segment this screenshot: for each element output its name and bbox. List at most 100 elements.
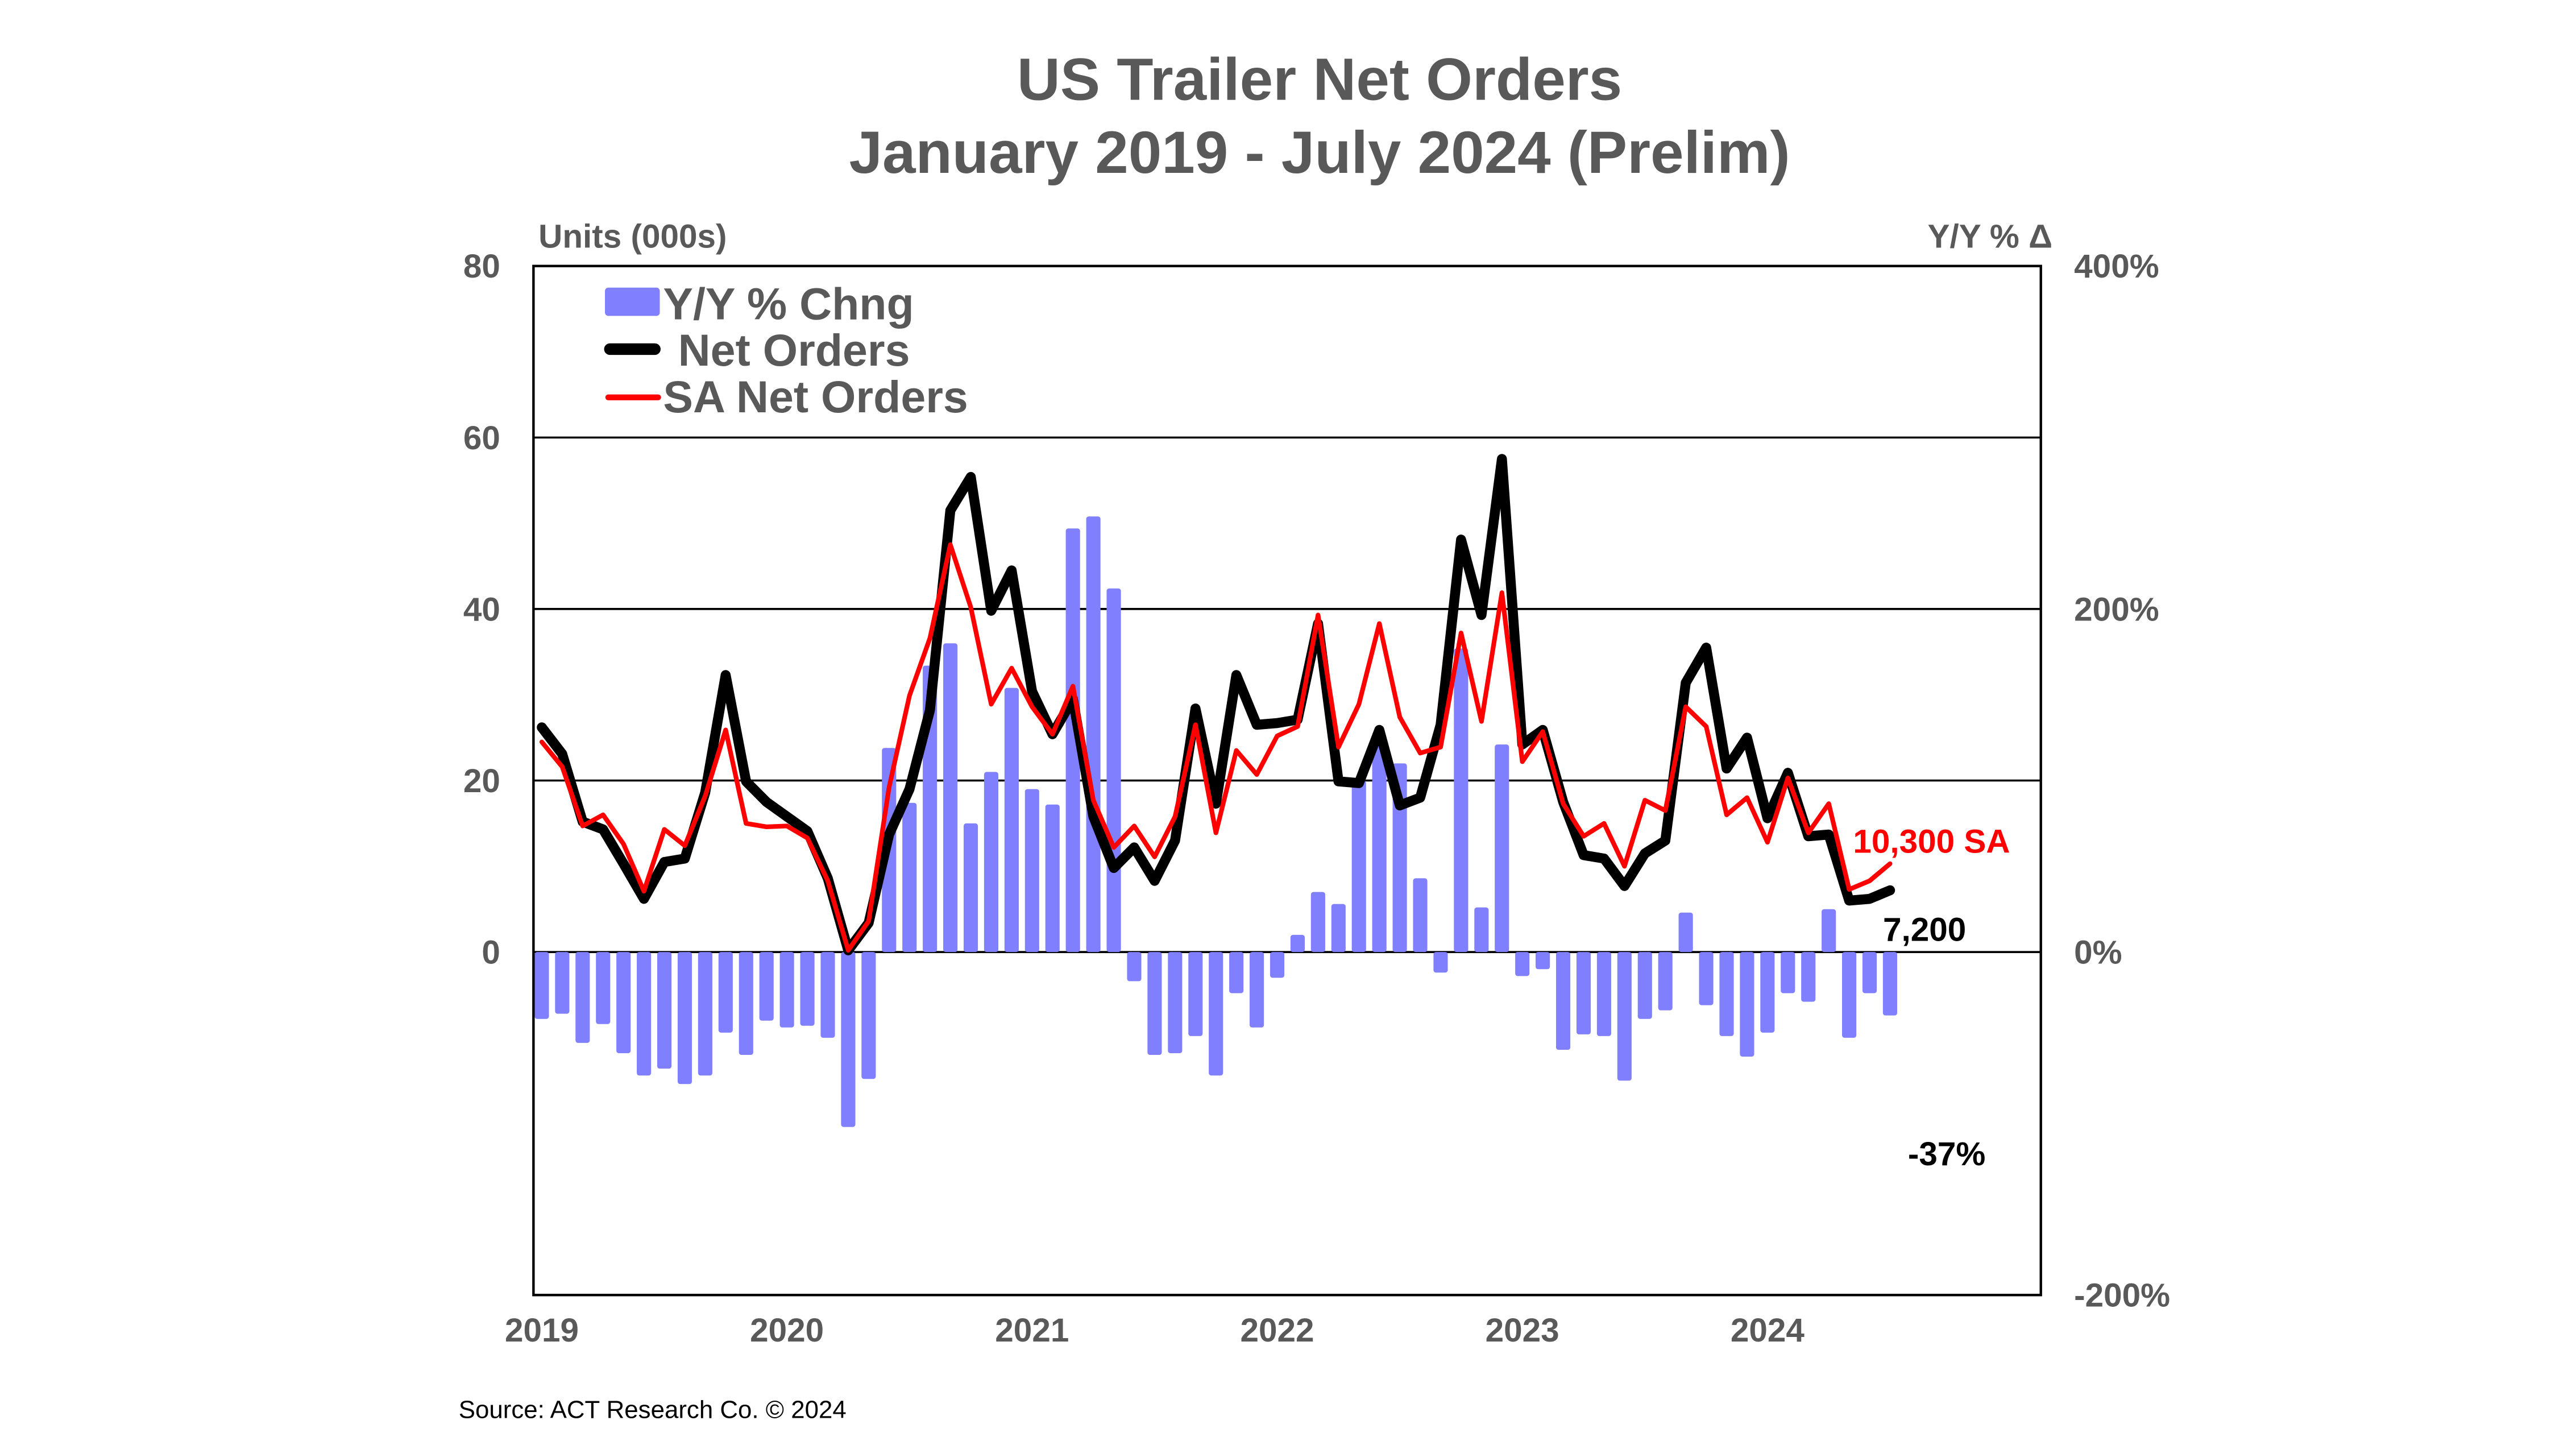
yy-bar	[1331, 904, 1346, 953]
yy-bar	[1004, 688, 1019, 953]
legend-label-sa: SA Net Orders	[663, 372, 968, 422]
yy-bar	[1842, 952, 1857, 1038]
ticks: 80 60 40 20 0 400% 200% 0% -200% 2019 2020 2021 2022…	[463, 248, 2170, 1349]
yy-bar	[657, 952, 672, 1069]
x-tick-label: 2024	[1731, 1312, 1805, 1349]
yy-bar	[1229, 952, 1244, 993]
yy-bar	[1433, 952, 1448, 973]
annotation-sa-last: 10,300 SA	[1853, 823, 2010, 860]
x-tick-label: 2022	[1240, 1312, 1314, 1349]
left-axis-label: Units (000s)	[538, 218, 727, 255]
yy-bar	[1658, 952, 1673, 1011]
yy-bar	[637, 952, 652, 1076]
legend-label-yy: Y/Y % Chng	[663, 279, 914, 329]
yy-bar	[841, 952, 856, 1127]
right-axis-label: Y/Y % Δ	[1928, 218, 2053, 255]
yy-bar	[1740, 952, 1754, 1057]
right-tick-label: 400%	[2074, 248, 2159, 285]
yy-bar	[596, 952, 611, 1024]
yy-bar	[616, 952, 631, 1054]
right-tick-label: -200%	[2074, 1277, 2170, 1314]
yy-bar	[1168, 952, 1183, 1054]
yy-bar	[1699, 952, 1714, 1005]
yy-bar	[820, 952, 835, 1038]
x-tick-label: 2020	[750, 1312, 824, 1349]
yy-bar	[1474, 907, 1489, 953]
yy-bar	[1270, 952, 1285, 978]
yy-bar	[1454, 648, 1469, 953]
x-tick-label: 2023	[1486, 1312, 1559, 1349]
left-tick-label: 80	[463, 248, 500, 285]
yy-bar	[902, 802, 917, 953]
yy-bar	[1555, 952, 1571, 1050]
yy-bar	[1822, 909, 1836, 953]
annotation-yy-last: -37%	[1908, 1136, 1985, 1173]
yy-bar	[1862, 952, 1877, 993]
yy-bar	[1637, 952, 1652, 1019]
yy-bar	[555, 952, 570, 1014]
legend: Y/Y % Chng Net Orders SA Net Orders	[604, 279, 968, 422]
yy-bar	[1678, 912, 1693, 953]
x-tick-label: 2021	[995, 1312, 1069, 1349]
yy-bar	[1065, 528, 1080, 953]
yy-bar	[698, 952, 712, 1076]
yy-bar	[1576, 952, 1591, 1034]
yy-bar	[1882, 952, 1898, 1016]
yy-bar	[739, 952, 753, 1055]
yy-bar	[759, 952, 774, 1021]
yy-bar	[1781, 952, 1795, 993]
yy-bar	[1188, 952, 1203, 1036]
yy-bar	[1086, 516, 1101, 953]
right-tick-label: 0%	[2074, 934, 2122, 971]
right-tick-label: 200%	[2074, 591, 2159, 628]
yy-bar	[1106, 588, 1121, 953]
source-note: Source: ACT Research Co. © 2024	[459, 1396, 847, 1424]
yy-bar	[1310, 892, 1325, 953]
yy-bar	[1351, 780, 1366, 953]
yy-bar	[779, 952, 794, 1028]
yy-bar	[1127, 952, 1142, 982]
legend-label-net: Net Orders	[678, 325, 910, 375]
yy-bar	[1515, 952, 1530, 976]
yy-bar	[1024, 789, 1039, 953]
sa-net-orders-line	[539, 542, 1893, 953]
yy-bar	[943, 643, 958, 953]
left-tick-label: 60	[463, 420, 500, 457]
yy-bar	[575, 952, 590, 1043]
yy-bar	[1596, 952, 1611, 1036]
yy-bar	[1045, 804, 1060, 953]
chart-title: US Trailer Net Orders	[1017, 46, 1622, 113]
yy-bar	[1413, 878, 1428, 953]
yy-bar	[1249, 952, 1264, 1028]
yy-bar	[1801, 952, 1816, 1002]
yy-bar	[677, 952, 692, 1084]
yy-bar	[1536, 952, 1550, 970]
chart-subtitle: January 2019 - July 2024 (Prelim)	[849, 119, 1790, 186]
yy-bar	[1719, 952, 1734, 1036]
gridlines	[533, 436, 2041, 953]
left-tick-label: 20	[463, 763, 500, 800]
yy-bar	[718, 952, 733, 1033]
yy-bar	[1372, 744, 1387, 953]
yy-bar	[963, 823, 978, 953]
yy-bar	[984, 772, 999, 953]
annotation-net-last: 7,200	[1883, 912, 1966, 949]
left-tick-label: 0	[482, 934, 500, 971]
yy-bar	[1290, 934, 1305, 953]
plot-frame	[532, 264, 2042, 1297]
yy-bar	[1760, 952, 1775, 1033]
lines	[537, 454, 1895, 955]
yy-bar	[861, 952, 876, 1079]
net-orders-line	[537, 454, 1895, 955]
yy-bar	[1495, 744, 1509, 953]
x-tick-label: 2019	[505, 1312, 579, 1349]
yy-bar	[1617, 952, 1632, 1081]
yy-bar	[1392, 763, 1407, 953]
left-tick-label: 40	[463, 591, 500, 628]
yy-bar	[1209, 952, 1223, 1076]
yy-bar	[1147, 952, 1162, 1055]
yy-bar	[800, 952, 815, 1026]
yy-bar	[534, 952, 549, 1019]
legend-swatch-yy	[605, 287, 660, 316]
